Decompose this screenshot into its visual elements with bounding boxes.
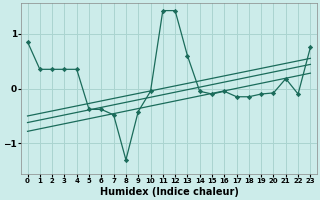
X-axis label: Humidex (Indice chaleur): Humidex (Indice chaleur) [100,187,238,197]
